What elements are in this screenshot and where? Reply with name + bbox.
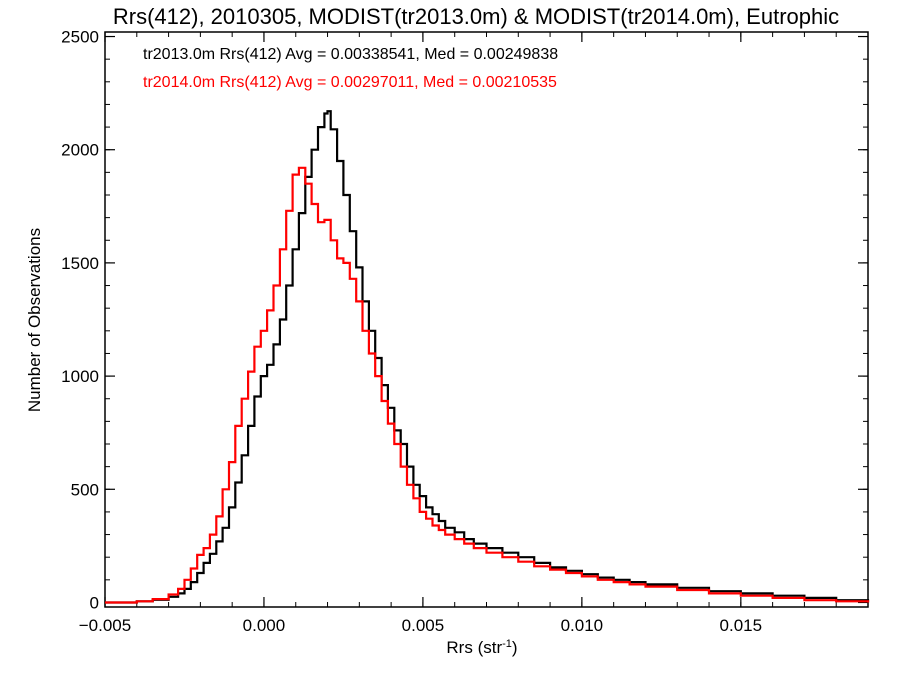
x-axis-label-superscript: -1 [502,638,512,650]
plot-frame [104,31,869,608]
y-tick-label: 500 [71,480,99,499]
y-axis-label: Number of Observations [25,228,44,412]
x-tick-label: 0.005 [402,616,445,635]
y-tick-label: 2000 [61,141,99,160]
chart-title: Rrs(412), 2010305, MODIST(tr2013.0m) & M… [113,4,839,29]
x-axis-label: Rrs (str-1) [446,638,517,657]
legend: tr2013.0m Rrs(412) Avg = 0.00338541, Med… [143,46,558,91]
x-tick-label: −0.005 [79,616,131,635]
legend-entry-2: tr2014.0m Rrs(412) Avg = 0.00297011, Med… [143,74,557,91]
y-tick-label: 1500 [61,254,99,273]
y-tick-label: 0 [90,593,99,612]
x-tick-label: 0.000 [243,616,286,635]
y-tick-label: 1000 [61,367,99,386]
x-axis-label-text: Rrs (str [446,638,502,657]
plot-area: −0.005 0.000 0.005 0.010 0.015 0 500 1000 1500 20… [61,28,870,635]
series-line-2 [105,166,870,604]
series-line-1 [105,110,870,604]
legend-entry-1: tr2013.0m Rrs(412) Avg = 0.00338541, Med… [143,46,558,63]
x-axis-label-close: ) [512,638,518,657]
x-tick-label: 0.010 [561,616,604,635]
x-tick-label: 0.015 [720,616,763,635]
y-tick-label: 2500 [61,28,99,47]
